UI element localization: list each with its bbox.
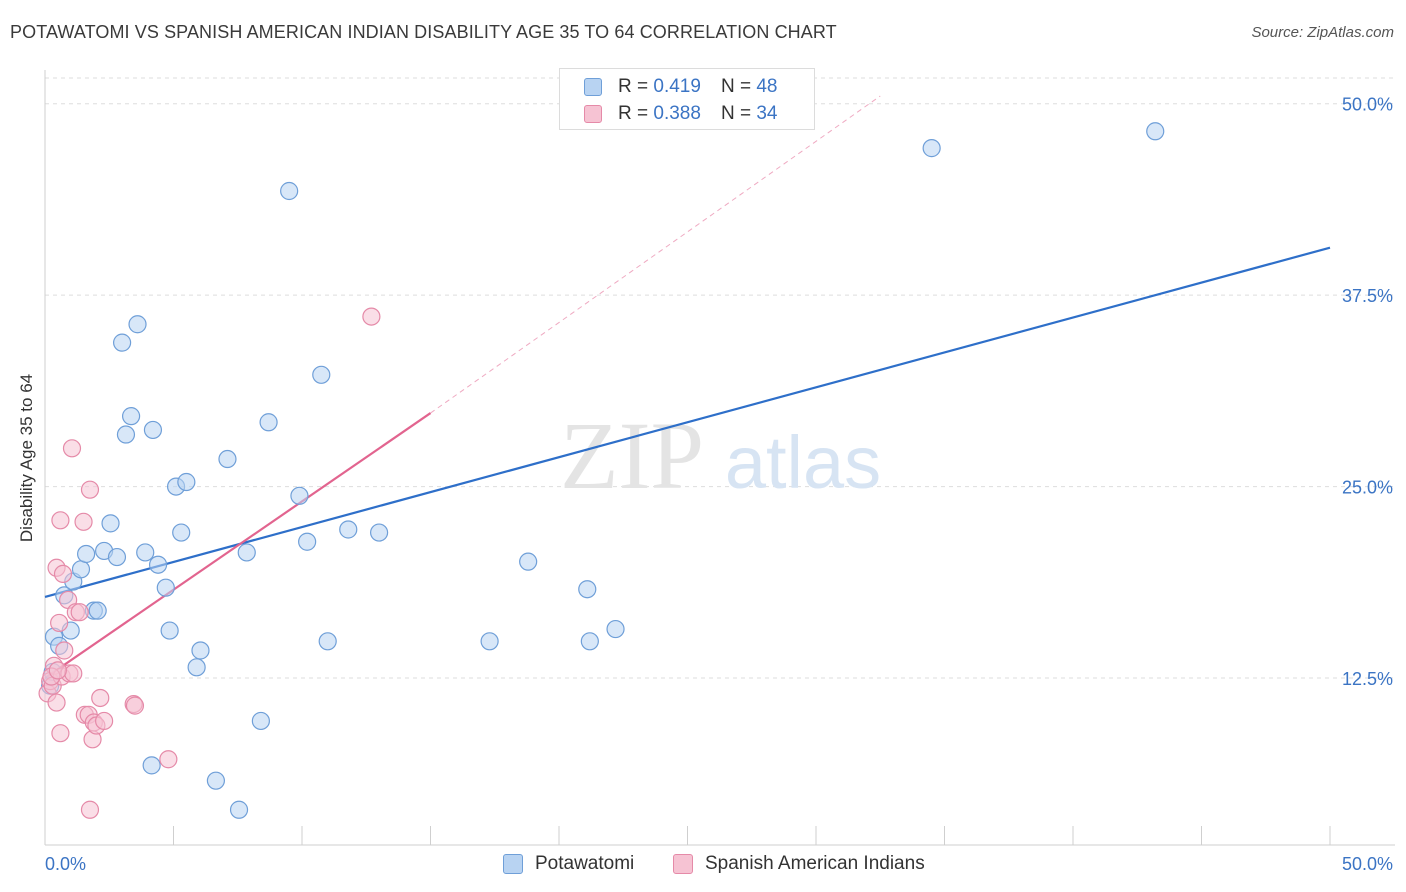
legend-swatch-blue [584,78,602,96]
point-potawatomi [922,139,941,158]
point-potawatomi [101,514,120,533]
point-spanish-american-indians [362,307,381,326]
axes [44,70,1395,846]
point-potawatomi [1146,122,1165,141]
point-potawatomi [280,181,299,201]
legend-label-spanish-american-indians: Spanish American Indians [705,853,925,874]
y-tick-label: 25.0% [1342,478,1393,498]
legend-swatch-blue [503,854,523,874]
watermark-atlas: atlas [725,421,881,504]
x-tick-label: 0.0% [45,854,86,874]
point-potawatomi [259,413,278,432]
legend-item-potawatomi: Potawatomi [503,851,634,877]
legend-swatch-pink [584,105,602,123]
point-spanish-american-indians [53,564,73,584]
legend-row-spanish-american-indians: R = 0.388 N = 34 [584,101,778,127]
point-potawatomi [218,449,237,469]
legend-n-value: 34 [756,103,778,124]
point-potawatomi [156,578,175,597]
point-spanish-american-indians [125,696,145,715]
y-tick-label: 12.5% [1342,669,1393,689]
point-potawatomi [251,711,270,731]
point-potawatomi [318,632,337,651]
legend-r-value: 0.419 [653,76,701,97]
point-spanish-american-indians [51,724,70,743]
trend-lines [44,95,1331,679]
legend-stats: R = 0.419 N = 48 R = 0.388 N = 34 [559,68,815,130]
legend-r-label: R = [618,103,649,124]
point-spanish-american-indians [50,613,69,633]
point-spanish-american-indians [95,711,114,731]
legend-swatch-pink [673,854,693,874]
point-spanish-american-indians [64,664,83,683]
point-potawatomi [77,544,96,564]
legend-r-value: 0.388 [653,103,701,124]
watermark-zip: ZIP [560,402,704,509]
trend-line-potawatomi [44,246,1331,598]
point-spanish-american-indians [80,800,100,819]
y-tick-label: 37.5% [1342,286,1393,306]
source-label: Source: ZipAtlas.com [1251,24,1394,41]
point-potawatomi [229,800,249,819]
point-potawatomi [177,472,196,492]
point-potawatomi [312,365,331,384]
point-potawatomi [142,756,161,775]
data-points [38,122,1165,819]
point-potawatomi [298,532,317,551]
chart-title: POTAWATOMI VS SPANISH AMERICAN INDIAN DI… [10,22,837,42]
point-potawatomi [116,425,136,444]
x-tick-label: 50.0% [1342,854,1393,874]
point-spanish-american-indians [74,512,93,531]
trend-line-spanish-american-indians [44,412,432,679]
legend-n-label: N = [720,76,752,97]
point-potawatomi [107,547,127,567]
point-potawatomi [606,619,625,639]
point-spanish-american-indians [47,693,66,712]
point-spanish-american-indians [70,603,89,622]
point-potawatomi [128,315,147,334]
point-potawatomi [121,407,141,426]
point-potawatomi [290,486,309,505]
legend-n-label: N = [720,103,752,124]
trend-line-spanish-extrapolated [430,95,881,414]
point-potawatomi [143,420,163,440]
legend-n-value: 48 [756,76,778,97]
point-potawatomi [237,543,256,562]
point-potawatomi [172,523,191,542]
point-potawatomi [480,632,499,651]
point-spanish-american-indians [51,511,70,530]
point-spanish-american-indians [62,439,82,458]
point-potawatomi [519,552,538,571]
legend-item-spanish-american-indians: Spanish American Indians [673,851,925,877]
point-potawatomi [580,632,599,651]
point-spanish-american-indians [55,641,74,660]
y-tick-label: 50.0% [1342,95,1393,115]
point-potawatomi [112,333,132,352]
point-potawatomi [578,580,597,599]
legend-label-potawatomi: Potawatomi [535,853,635,874]
point-potawatomi [191,641,210,660]
point-potawatomi [206,771,226,790]
point-spanish-american-indians [80,480,100,499]
legend-r-label: R = [618,76,649,97]
watermark: ZIP atlas [560,402,881,509]
point-spanish-american-indians [159,750,178,769]
point-spanish-american-indians [91,688,110,708]
point-potawatomi [136,543,155,562]
grid-lines [45,77,1395,679]
point-spanish-american-indians [48,661,67,680]
point-potawatomi [71,560,91,579]
point-potawatomi [160,621,179,640]
point-potawatomi [148,555,168,574]
point-potawatomi [370,523,389,542]
point-potawatomi [187,658,206,677]
point-potawatomi [339,520,358,539]
tick-labels: 12.5% 25.0% 37.5% 50.0% 0.0% 50.0% [45,95,1393,874]
point-potawatomi [88,601,107,620]
legend-row-potawatomi: R = 0.419 N = 48 [584,74,778,100]
